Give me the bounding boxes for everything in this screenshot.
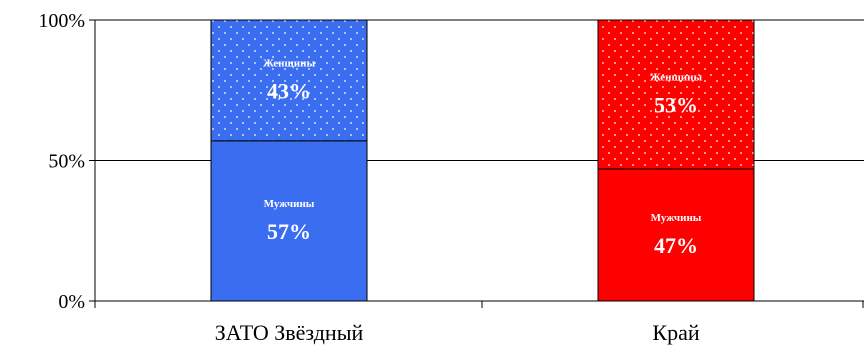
bar-segment-women-krai xyxy=(597,19,755,170)
bar-segment-men-krai xyxy=(597,168,755,302)
segment-value-label: 57% xyxy=(267,219,311,244)
segment-value-label: 47% xyxy=(654,233,698,258)
y-tick-label: 100% xyxy=(38,10,85,32)
x-category-label: ЗАТО Звёздный xyxy=(215,320,364,345)
x-category-label: Край xyxy=(652,320,699,345)
bar-segment-women-zato xyxy=(210,19,368,142)
segment-value-label: 43% xyxy=(267,78,311,103)
segment-name-label: Мужчины xyxy=(264,198,315,210)
segment-value-label: 53% xyxy=(654,92,698,117)
y-tick-label: 50% xyxy=(48,151,85,173)
segment-name-label: Женщины xyxy=(650,71,703,83)
segment-name-label: Женщины xyxy=(263,57,316,69)
labels: Мужчины 57% Женщины 43% Мужчины 47% Женщины 53%… xyxy=(38,10,702,345)
y-tick-label: 0% xyxy=(58,291,85,313)
bar-segment-men-zato xyxy=(210,140,368,302)
axes xyxy=(89,19,864,308)
segment-name-label: Мужчины xyxy=(651,212,702,224)
bars xyxy=(210,19,755,302)
